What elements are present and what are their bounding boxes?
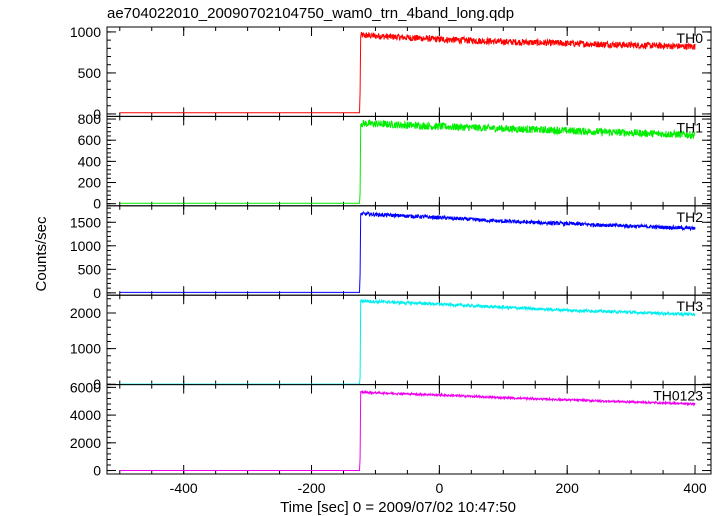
x-tick-label: -400 xyxy=(170,480,198,496)
panel-frame xyxy=(106,294,712,386)
x-tick-label: 0 xyxy=(435,480,443,496)
panel-th1: 0 200 400 600 800 TH1 xyxy=(78,111,712,212)
y-tick-label: 4000 xyxy=(70,407,101,423)
panel-frame xyxy=(106,205,712,296)
y-tick-label: 2000 xyxy=(70,305,101,321)
chart-title: ae704022010_20090702104750_wam0_trn_4ban… xyxy=(107,5,514,22)
y-tick-label: 800 xyxy=(78,111,102,127)
panel-th2: 0 500 1000 1500 TH2 xyxy=(70,205,712,301)
y-tick-label: 200 xyxy=(78,175,102,191)
panel-label: TH0123 xyxy=(653,388,703,404)
panel-label: TH1 xyxy=(677,119,704,135)
y-tick-label: 0 xyxy=(93,106,101,122)
y-tick-label: 1000 xyxy=(70,238,101,254)
y-tick-label: 2000 xyxy=(70,435,101,451)
x-axis-title: Time [sec] 0 = 2009/07/02 10:47:50 xyxy=(280,499,516,516)
panel-th0123: 0 2000 4000 6000 TH0123 xyxy=(70,379,712,479)
y-tick-label: 500 xyxy=(78,261,102,277)
x-tick-label: 200 xyxy=(556,480,580,496)
series-line-th2 xyxy=(119,210,696,293)
y-tick-label: 6000 xyxy=(70,379,101,395)
y-tick-label: 1500 xyxy=(70,214,101,230)
series-line-th0 xyxy=(119,31,696,114)
y-tick-label: 1000 xyxy=(70,341,101,357)
y-tick-label: 0 xyxy=(93,196,101,212)
series-line-th3 xyxy=(119,298,696,385)
panel-label: TH2 xyxy=(677,209,704,225)
panels-group: 0 500 1000 TH0 0 200 400 600 800 TH1 0 500 1000 1500 T… xyxy=(70,24,712,496)
y-tick-label: 0 xyxy=(93,463,101,479)
panel-th3: 0 1000 2000 TH3 xyxy=(70,294,712,392)
y-tick-label: 1000 xyxy=(70,24,101,40)
series-line-th1 xyxy=(119,119,696,204)
panel-label: TH3 xyxy=(677,298,704,314)
y-tick-label: 0 xyxy=(93,285,101,301)
panel-label: TH0 xyxy=(677,30,704,46)
x-tick-label: 400 xyxy=(683,480,707,496)
y-axis-title: Counts/sec xyxy=(33,216,50,292)
y-tick-label: 400 xyxy=(78,153,102,169)
series-line-th0123 xyxy=(119,389,696,471)
y-tick-label: 600 xyxy=(78,132,102,148)
panel-frame xyxy=(106,26,712,117)
y-tick-label: 0 xyxy=(93,376,101,392)
panel-frame xyxy=(106,384,712,475)
y-tick-label: 500 xyxy=(78,65,102,81)
x-tick-label: -200 xyxy=(298,480,326,496)
panel-th0: 0 500 1000 TH0 xyxy=(70,24,712,122)
